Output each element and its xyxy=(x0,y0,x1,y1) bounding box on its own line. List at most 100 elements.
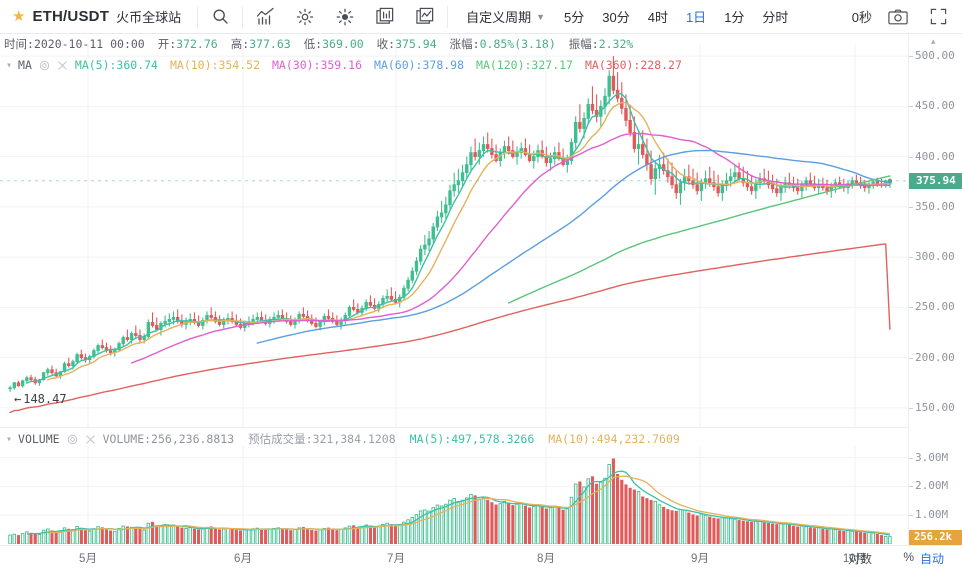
price-axis-tick xyxy=(909,56,913,58)
camera-icon[interactable] xyxy=(878,0,918,34)
ohlc-time: 时间:2020-10-11 00:00 xyxy=(4,36,145,52)
volume-axis-tick xyxy=(909,515,913,517)
time-axis-label: 9月 xyxy=(691,553,709,565)
gear-icon[interactable] xyxy=(67,434,78,445)
toolbar-divider xyxy=(447,5,449,28)
volume-axis-tick xyxy=(909,457,913,459)
price-axis-label: 500.00 xyxy=(915,49,955,63)
price-axis-tick xyxy=(909,357,913,359)
price-axis-label: 200.00 xyxy=(915,350,955,364)
volume-axis-tick xyxy=(909,486,913,488)
ma-120-value: MA(120):327.17 xyxy=(476,58,573,72)
ohlc-change-label: 涨幅: xyxy=(449,37,480,51)
ohlc-high-value: 377.63 xyxy=(249,37,291,51)
ohlc-close-label: 收: xyxy=(376,37,396,51)
symbol-name: ETH/USDT xyxy=(32,8,110,25)
volume-indicator-legend: ▾ VOLUME VOLUME:256,236.8813 预估成交量:321,3… xyxy=(0,430,962,448)
fullscreen-icon[interactable] xyxy=(918,0,958,34)
period-1m[interactable]: 1分 xyxy=(724,10,745,25)
symbol-block[interactable]: ★ ETH/USDT 火币全球站 xyxy=(0,0,195,34)
ohlc-high: 高:377.63 xyxy=(231,36,291,52)
ma-indicator-legend: ▾ MA MA(5):360.74 MA(10):354.52 MA(30):3… xyxy=(0,56,962,74)
time-axis[interactable]: 5月 6月 7月 8月 9月 10月 对数% 自动 xyxy=(0,545,962,568)
ohlc-change-value: 0.85%(3.18) xyxy=(479,37,556,51)
chevron-down-icon[interactable]: ▾ xyxy=(6,59,13,71)
volume-legend-title: VOLUME xyxy=(18,432,60,446)
ohlc-amplitude-value: 2.32% xyxy=(598,37,634,51)
close-icon[interactable] xyxy=(85,434,96,445)
price-axis-label: 450.00 xyxy=(915,99,955,113)
period-timeshare[interactable]: 分时 xyxy=(762,10,789,25)
refresh-interval-label[interactable]: 0秒 xyxy=(851,10,872,25)
volume-axis-label: 1.00M xyxy=(915,508,949,522)
price-axis-label: 400.00 xyxy=(915,149,955,163)
ohlc-close-value: 375.94 xyxy=(395,37,437,51)
custom-period-dropdown[interactable]: 自定义周期 ▼ xyxy=(460,7,551,26)
price-axis-tick xyxy=(909,106,913,108)
estimated-volume: 预估成交量:321,384.1208 xyxy=(248,432,396,446)
log-scale-toggle[interactable]: 对数 xyxy=(847,552,872,566)
chevron-up-icon: ▴ xyxy=(931,36,936,46)
indicator-chart-icon[interactable] xyxy=(245,0,285,34)
toolbar-divider xyxy=(242,5,244,28)
ohlc-time-value: 2020-10-11 00:00 xyxy=(33,37,145,51)
price-axis-label: 150.00 xyxy=(915,400,955,414)
ohlc-info-bar: 时间:2020-10-11 00:00 开:372.76 高:377.63 低:… xyxy=(0,34,962,54)
arrow-left-icon: ← xyxy=(14,392,22,406)
close-icon[interactable] xyxy=(57,60,68,71)
ohlc-high-label: 高: xyxy=(230,37,250,51)
custom-period-label: 自定义周期 xyxy=(466,10,532,25)
percent-scale-toggle[interactable]: % xyxy=(903,550,914,564)
gear-icon[interactable] xyxy=(39,60,50,71)
period-5m[interactable]: 5分 xyxy=(564,10,585,25)
toolbar-divider xyxy=(197,5,199,28)
ma-legend-title: MA xyxy=(18,58,32,72)
ohlc-low: 低:369.00 xyxy=(304,36,364,52)
price-axis-tick xyxy=(909,407,913,409)
time-axis-label: 7月 xyxy=(387,553,405,565)
layout-line-icon[interactable] xyxy=(405,0,445,34)
auto-scale-toggle[interactable]: 自动 xyxy=(919,552,944,566)
ma-5-value: MA(5):360.74 xyxy=(74,58,158,72)
low-price-marker: ← 148.47 xyxy=(14,392,67,406)
ohlc-open-label: 开: xyxy=(157,37,177,51)
price-chart-pane[interactable] xyxy=(0,44,908,428)
time-axis-label: 10月 xyxy=(842,553,868,565)
ohlc-amplitude: 振幅:2.32% xyxy=(569,36,634,52)
price-axis-tick xyxy=(909,156,913,158)
ma-360-value: MA(360):228.27 xyxy=(584,58,682,72)
volume-ma-10: MA(10):494,232.7609 xyxy=(548,432,680,446)
gear-icon[interactable] xyxy=(285,0,325,34)
period-4h[interactable]: 4时 xyxy=(647,10,668,25)
layout-bar-icon[interactable] xyxy=(365,0,405,34)
period-30m[interactable]: 30分 xyxy=(602,10,630,25)
search-icon[interactable] xyxy=(200,0,240,34)
volume-ma-5: MA(5):497,578.3266 xyxy=(409,432,535,446)
volume-chart-canvas xyxy=(0,446,908,544)
low-price-marker-value: 148.47 xyxy=(23,392,67,406)
price-axis-tick xyxy=(909,307,913,309)
price-axis-label: 250.00 xyxy=(915,300,955,314)
ohlc-change: 涨幅:0.85%(3.18) xyxy=(450,36,556,52)
volume-value: VOLUME:256,236.8813 xyxy=(102,432,235,446)
ohlc-low-label: 低: xyxy=(303,37,323,51)
volume-chart-pane[interactable] xyxy=(0,446,908,544)
price-axis-label: 350.00 xyxy=(915,199,955,213)
star-icon[interactable]: ★ xyxy=(12,8,26,25)
ohlc-open: 开:372.76 xyxy=(158,36,218,52)
price-axis[interactable]: ▴ 500.00 450.00 400.00 350.00 300.00 250.00 20… xyxy=(908,34,962,545)
period-selector: 自定义周期 ▼ 5分 30分 4时 1日 1分 分时 xyxy=(450,0,797,34)
price-axis-tick xyxy=(909,257,913,259)
brightness-icon[interactable] xyxy=(325,0,365,34)
ma-30-value: MA(30):359.16 xyxy=(272,58,363,72)
price-chart-canvas xyxy=(0,44,908,428)
chevron-down-icon[interactable]: ▾ xyxy=(6,433,13,445)
volume-axis-label: 3.00M xyxy=(915,450,949,464)
ohlc-amplitude-label: 振幅: xyxy=(568,37,599,51)
ohlc-close: 收:375.94 xyxy=(377,36,437,52)
period-1d[interactable]: 1日 xyxy=(685,10,707,25)
volume-axis-label: 2.00M xyxy=(915,479,949,493)
ma-60-value: MA(60):378.98 xyxy=(374,58,465,72)
toolbar-right-group: 0秒 xyxy=(852,0,962,34)
